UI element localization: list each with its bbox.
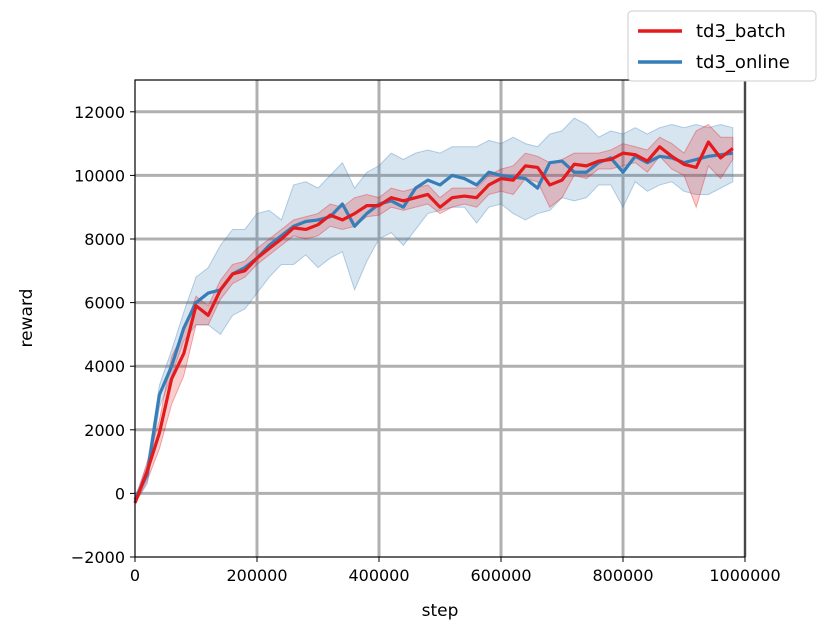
legend: td3_batch td3_online	[627, 10, 817, 82]
x-tick-label: 200000	[226, 566, 287, 585]
legend-label-td3_online: td3_online	[696, 52, 790, 73]
legend-label-td3_batch: td3_batch	[696, 21, 786, 42]
x-tick-label: 600000	[470, 566, 531, 585]
y-tick-label: 10000	[74, 166, 125, 185]
y-axis-label: reward	[17, 289, 37, 348]
y-tick-label: 0	[115, 484, 125, 503]
y-tick-label: 8000	[84, 230, 125, 249]
y-axis-ticks: −2000 0 2000 4000 6000 8000 10000 12000	[71, 103, 135, 567]
x-tick-label: 400000	[348, 566, 409, 585]
x-axis-ticks: 0 200000 400000 600000 800000 1000000	[130, 557, 781, 585]
x-tick-label: 0	[130, 566, 140, 585]
line-td3_batch	[133, 140, 734, 504]
x-tick-label: 800000	[592, 566, 653, 585]
y-tick-label: 4000	[84, 357, 125, 376]
y-tick-label: 2000	[84, 421, 125, 440]
series-lines	[133, 140, 734, 504]
plot-frame	[134, 79, 746, 558]
x-axis-label: step	[422, 601, 459, 621]
y-tick-label: 12000	[74, 103, 125, 122]
y-tick-label: −2000	[71, 548, 125, 567]
y-tick-label: 6000	[84, 294, 125, 313]
x-tick-label: 1000000	[709, 566, 780, 585]
band-td3_online	[134, 117, 734, 505]
